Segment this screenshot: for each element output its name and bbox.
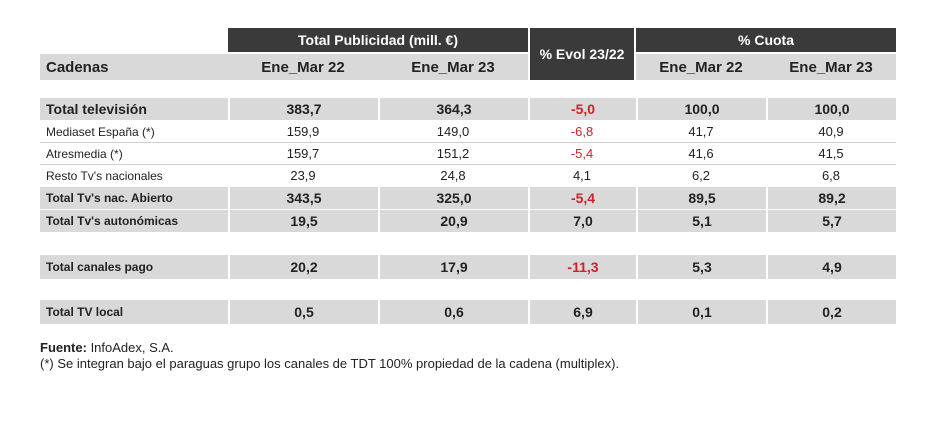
source-line: Fuente: InfoAdex, S.A. [40, 340, 619, 356]
cell-pub23: 151,2 [436, 146, 470, 161]
row-label: Total canales pago [40, 255, 228, 279]
cell-pub22: 0,5 [228, 300, 378, 324]
cell-cuota23: 89,2 [766, 187, 896, 209]
table-row: Total TV local 0,5 0,6 6,9 0,1 0,2 [40, 300, 896, 324]
cell-cuota22: 100,0 [636, 98, 766, 120]
table-row: Total Tv's autonómicas 19,5 20,9 7,0 5,1… [40, 210, 896, 232]
cell-evol: 4,1 [572, 168, 592, 183]
cell-pub22: 19,5 [228, 210, 378, 232]
row-label: Atresmedia (*) [46, 146, 123, 161]
cell-cuota22: 41,6 [688, 146, 714, 161]
cell-pub23: 24,8 [440, 168, 466, 183]
cell-cuota23: 100,0 [766, 98, 896, 120]
cell-pub23: 17,9 [378, 255, 528, 279]
source-value: InfoAdex, S.A. [86, 340, 174, 355]
table-notes: Fuente: InfoAdex, S.A. (*) Se integran b… [40, 340, 619, 372]
cell-cuota23: 6,8 [821, 168, 841, 183]
cell-pub22: 343,5 [228, 187, 378, 209]
cell-cuota23: 0,2 [766, 300, 896, 324]
header-cuota-23: Ene_Mar 23 [766, 54, 896, 80]
cell-cuota22: 89,5 [636, 187, 766, 209]
table-row: Resto Tv's nacionales 23,9 24,8 4,1 6,2 … [40, 165, 896, 186]
cell-evol: 7,0 [528, 210, 636, 232]
cell-evol: -5,0 [528, 98, 636, 120]
row-label: Total TV local [40, 300, 228, 324]
cell-pub23: 364,3 [378, 98, 528, 120]
cell-pub22: 20,2 [228, 255, 378, 279]
cell-cuota22: 0,1 [636, 300, 766, 324]
header-group-row: Total Publicidad (mill. €) % Cuota [40, 28, 896, 52]
cell-cuota22: 41,7 [688, 124, 714, 139]
row-label: Total televisión [40, 98, 228, 120]
cell-cuota23: 41,5 [818, 146, 844, 161]
cell-pub23: 149,0 [436, 124, 470, 139]
cell-pub23: 20,9 [378, 210, 528, 232]
cell-evol: 6,9 [528, 300, 636, 324]
cell-pub22: 23,9 [290, 168, 316, 183]
cell-pub22: 159,9 [286, 124, 320, 139]
cell-cuota23: 5,7 [766, 210, 896, 232]
cell-evol: -5,4 [528, 187, 636, 209]
cell-cuota23: 40,9 [818, 124, 844, 139]
row-label: Total Tv's autonómicas [40, 210, 228, 232]
table-row: Mediaset España (*) 159,9 149,0 -6,8 41,… [40, 121, 896, 143]
cell-pub22: 383,7 [228, 98, 378, 120]
table-row: Total canales pago 20,2 17,9 -11,3 5,3 4… [40, 255, 896, 279]
header-cuota-22: Ene_Mar 22 [636, 54, 766, 80]
cell-cuota22: 5,1 [636, 210, 766, 232]
cell-pub23: 325,0 [378, 187, 528, 209]
footnote: (*) Se integran bajo el paraguas grupo l… [40, 356, 620, 371]
table-row: Total televisión 383,7 364,3 -5,0 100,0 … [40, 98, 896, 120]
source-label: Fuente: [40, 340, 87, 355]
cell-pub22: 159,7 [286, 146, 320, 161]
cell-evol: -5,4 [570, 146, 594, 161]
header-ene-mar-23: Ene_Mar 23 [378, 54, 528, 80]
row-label: Resto Tv's nacionales [46, 168, 163, 183]
table-row: Atresmedia (*) 159,7 151,2 -5,4 41,6 41,… [40, 143, 896, 165]
cell-evol: -11,3 [528, 255, 636, 279]
header-column-row: Cadenas Ene_Mar 22 Ene_Mar 23 Ene_Mar 22… [40, 54, 896, 80]
header-cadenas: Cadenas [40, 54, 228, 80]
cell-cuota22: 5,3 [636, 255, 766, 279]
row-label: Mediaset España (*) [46, 124, 155, 139]
cell-pub23: 0,6 [378, 300, 528, 324]
cell-cuota23: 4,9 [766, 255, 896, 279]
row-label: Total Tv's nac. Abierto [40, 187, 228, 209]
header-ene-mar-22: Ene_Mar 22 [228, 54, 378, 80]
header-total-publicidad: Total Publicidad (mill. €) [228, 28, 528, 52]
table-row: Total Tv's nac. Abierto 343,5 325,0 -5,4… [40, 187, 896, 209]
cell-cuota22: 6,2 [691, 168, 711, 183]
header-cuota: % Cuota [636, 28, 896, 52]
cell-evol: -6,8 [570, 124, 594, 139]
